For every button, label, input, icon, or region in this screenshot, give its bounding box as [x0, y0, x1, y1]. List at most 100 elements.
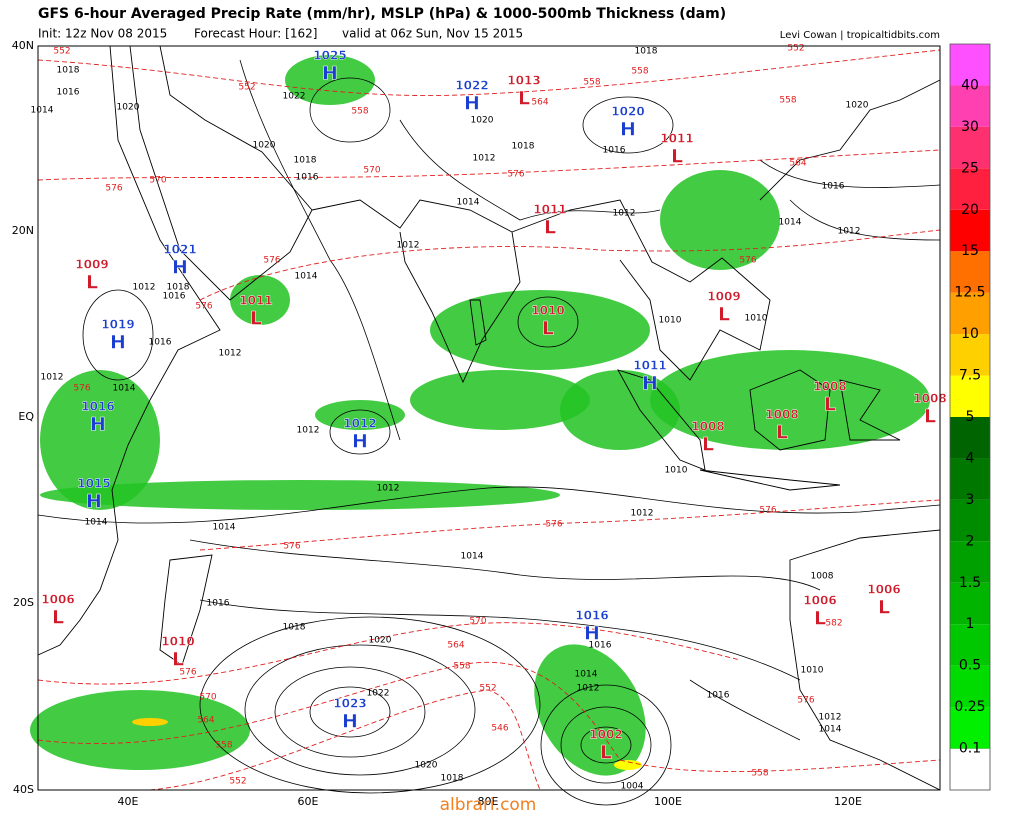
thickness-line: [37, 149, 941, 181]
isobar-label: 1018: [167, 283, 190, 293]
pressure-center: H: [464, 93, 480, 115]
isobar: [759, 159, 941, 188]
thickness-label: 552: [53, 47, 70, 57]
watermark: albrari.com: [440, 795, 537, 815]
isobar: [37, 486, 941, 524]
valid-time: valid at 06z Sun, Nov 15 2015: [342, 27, 523, 41]
colorbar-bin: [950, 417, 990, 459]
pressure-center: H: [172, 257, 188, 279]
isobar-label: 1012: [133, 283, 156, 293]
isobar: [309, 77, 391, 143]
rain-area: [30, 690, 250, 770]
pressure-center: H: [584, 623, 600, 645]
colorbar-bin: [950, 44, 990, 86]
isobar-label: 1012: [613, 209, 636, 219]
isobar-label: 1014: [461, 552, 484, 562]
forecast-hour: Forecast Hour: [162]: [194, 27, 317, 41]
colorbar-label: 20: [961, 202, 979, 218]
latitude-label: 20N: [12, 224, 34, 237]
pressure-center: L: [776, 422, 788, 444]
colorbar-bin: [950, 624, 990, 666]
colorbar-label: 30: [961, 119, 979, 135]
sri-lanka: [469, 299, 487, 346]
longitude-label: 80E: [478, 795, 499, 808]
thickness-label: 546: [491, 724, 508, 734]
longitude-label: 40E: [118, 795, 139, 808]
thickness-label: 576: [195, 302, 212, 312]
thickness-label: 564: [447, 641, 464, 651]
pressure-value: 1011: [239, 294, 272, 308]
rain-area: [40, 480, 560, 510]
pressure-value: 1002: [589, 728, 622, 742]
pressure-value: 1015: [77, 477, 110, 491]
thickness-line: [199, 499, 941, 551]
heavy-rain: [132, 718, 168, 726]
pressure-value: 1020: [611, 105, 644, 119]
pressure-center: L: [878, 597, 890, 619]
pressure-center: H: [620, 119, 636, 141]
thickness-label: 558: [779, 96, 796, 106]
thickness-label: 570: [149, 176, 166, 186]
isobar-label: 1012: [838, 227, 861, 237]
axis-labels: 40N 20N EQ 20S 40S 40E 60E 80E 100E 120E: [12, 39, 862, 808]
thickness-label: 576: [179, 668, 196, 678]
thickness-contours: [37, 49, 941, 791]
colorbar-bin: [950, 168, 990, 210]
isobar-label: 1016: [57, 88, 80, 98]
isobar-label: 1008: [811, 572, 834, 582]
isobar-label: 1012: [41, 373, 64, 383]
colorbar-bin: [950, 707, 990, 749]
thickness-label: 558: [631, 67, 648, 77]
isobar-label: 1012: [397, 241, 420, 251]
pressure-value: 1011: [660, 132, 693, 146]
pressure-center: L: [250, 308, 262, 330]
thickness-label: 558: [215, 741, 232, 751]
isobar: [517, 296, 579, 348]
colorbar-label: 5: [966, 409, 975, 425]
isobar: [244, 644, 476, 776]
pressure-value: 1006: [867, 583, 900, 597]
thickness-label: 576: [797, 696, 814, 706]
pressure-center: L: [172, 649, 184, 671]
thickness-label: 576: [105, 184, 122, 194]
colorbar-label: 3: [966, 492, 975, 508]
colorbar-bin: [950, 375, 990, 417]
pressure-center: L: [52, 607, 64, 629]
sumatra: [617, 369, 706, 471]
pressure-value: 1010: [161, 635, 194, 649]
precipitation: [30, 55, 930, 776]
isobar-label: 1012: [473, 154, 496, 164]
thickness-label: 558: [453, 662, 470, 672]
colorbar-bin: [950, 85, 990, 127]
colorbar-bin: [950, 499, 990, 542]
isobar: [199, 616, 541, 794]
rain-area: [315, 400, 405, 430]
isobar-label: 1016: [707, 691, 730, 701]
pressure-value: 1011: [633, 359, 666, 373]
pressure-value: 1023: [333, 697, 366, 711]
isobar-label: 1010: [801, 666, 824, 676]
pressure-value: 1012: [343, 417, 376, 431]
colorbar-label: 0.25: [954, 699, 985, 715]
isobar: [789, 199, 941, 241]
isobar: [580, 726, 632, 764]
pressure-value: 1008: [813, 380, 846, 394]
isobar: [582, 96, 674, 154]
rain-area: [430, 290, 650, 370]
isobar-label: 1014: [457, 198, 480, 208]
isobar-label: 1012: [219, 349, 242, 359]
colorbar-bin: [950, 126, 990, 169]
isobar-label: 1010: [745, 314, 768, 324]
isobar-label: 1004: [621, 782, 644, 792]
isobar-label: 1010: [665, 466, 688, 476]
thickness-label: 558: [351, 107, 368, 117]
colorbar-label: 0.1: [959, 741, 981, 757]
isobar-label: 1022: [283, 92, 306, 102]
colorbar-label: 4: [966, 450, 975, 466]
thickness-line: [37, 622, 741, 685]
isobar-label: 1016: [822, 182, 845, 192]
isobar: [540, 684, 672, 806]
thickness-label: 564: [531, 98, 548, 108]
pressure-center: L: [924, 406, 936, 428]
